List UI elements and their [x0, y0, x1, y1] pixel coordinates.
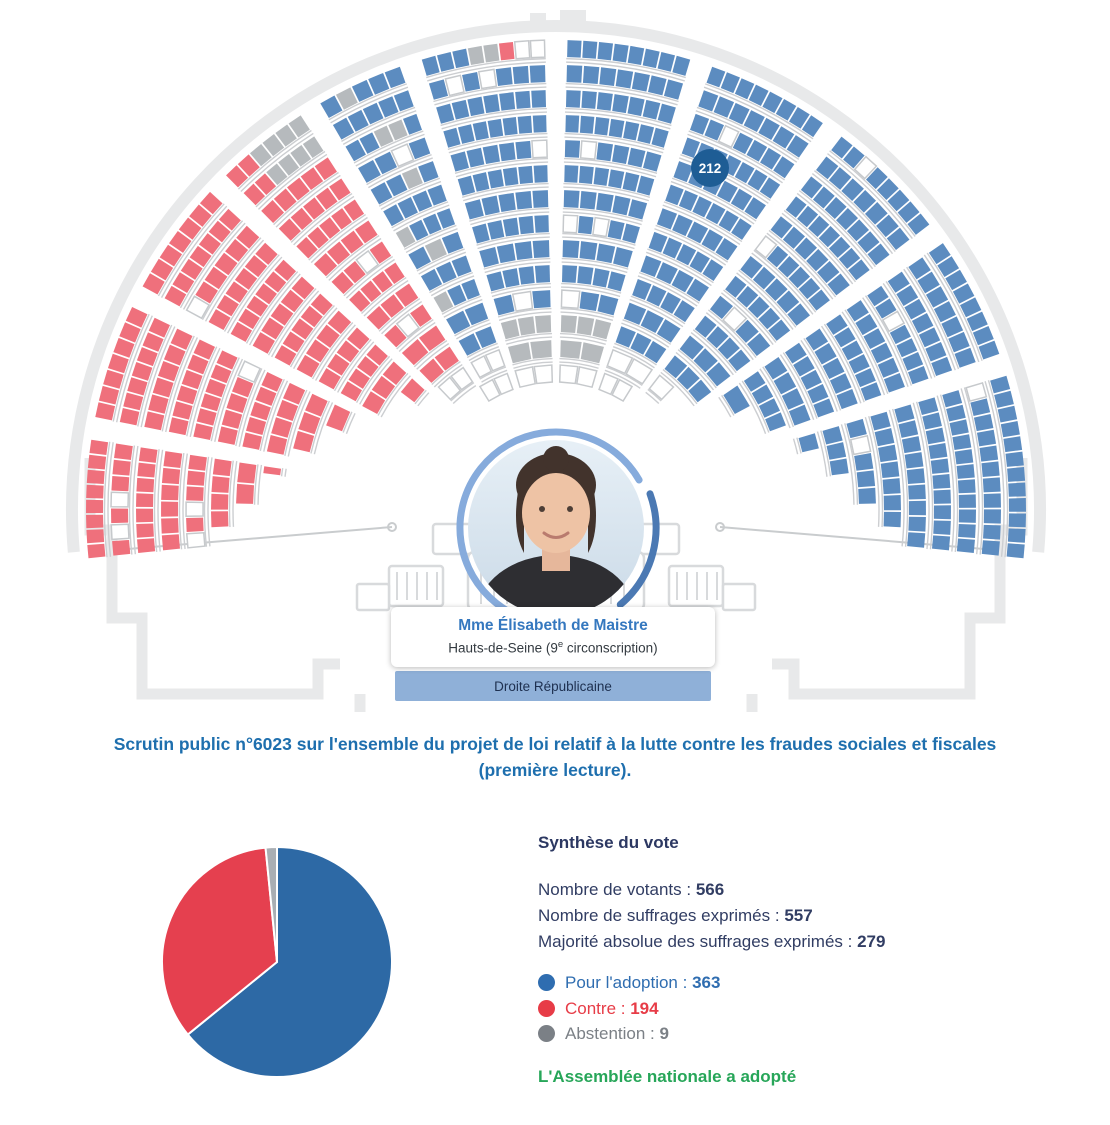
vote-synthesis: Synthèse du vote Nombre de votants : 566… — [538, 833, 885, 1087]
stat-votants: Nombre de votants : 566 — [538, 880, 725, 899]
abstention-dot-icon — [538, 1025, 555, 1043]
stat-majorite-absolue: Majorité absolue des suffrages exprimés … — [538, 932, 886, 951]
member-card: Mme Élisabeth de Maistre Hauts-de-Seine … — [391, 607, 715, 667]
member-name[interactable]: Mme Élisabeth de Maistre — [458, 617, 648, 634]
selected-seat-number: 212 — [699, 161, 722, 176]
member-constituency: Hauts-de-Seine (9e circonscription) — [448, 639, 658, 656]
hemicycle-rails — [103, 57, 1009, 558]
political-group-band: Droite Républicaine — [395, 671, 711, 701]
hemicycle-chart[interactable]: 212 — [0, 0, 1110, 712]
member-photo[interactable] — [450, 421, 662, 633]
pie-slice-Contre — [161, 846, 278, 1036]
vote-pie-chart[interactable] — [161, 846, 393, 1078]
vote-legend: Pour l'adoption : 363 Contre : 194 Abste… — [538, 970, 885, 1047]
legend-abstention: Abstention : 9 — [538, 1021, 885, 1047]
hemicycle-seats[interactable] — [86, 39, 1026, 559]
pie-slice-Pour l'adoption — [186, 846, 393, 1078]
vote-verdict: L'Assemblée nationale a adopté — [538, 1066, 797, 1086]
synthesis-heading: Synthèse du vote — [538, 833, 679, 852]
scrutin-title: Scrutin public n°6023 sur l'ensemble du … — [113, 734, 997, 781]
legend-pour: Pour l'adoption : 363 — [538, 970, 885, 996]
legend-contre: Contre : 194 — [538, 996, 885, 1022]
contre-dot-icon — [538, 999, 555, 1017]
selected-seat-badge[interactable]: 212 — [691, 149, 729, 187]
political-group-label: Droite Républicaine — [494, 678, 612, 694]
pour-dot-icon — [538, 974, 555, 992]
pie-slice-Abstention — [264, 846, 278, 963]
member-portrait — [468, 440, 644, 616]
stat-suffrages-exprimes: Nombre de suffrages exprimés : 557 — [538, 906, 813, 925]
